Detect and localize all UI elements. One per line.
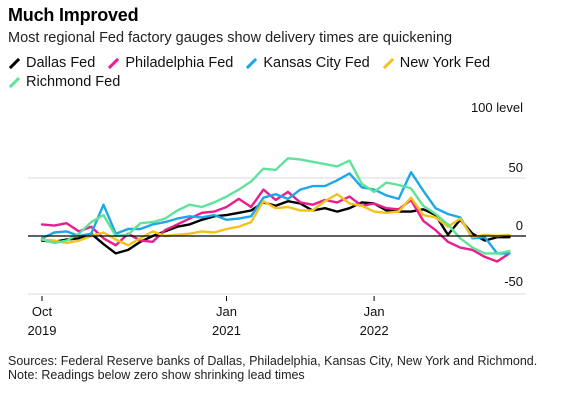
x-tick-label: 2019	[28, 323, 57, 338]
x-tick-label: Oct	[32, 304, 53, 319]
legend-item-dallas: Dallas Fed	[8, 54, 95, 73]
chart-title: Much Improved	[8, 5, 139, 25]
chart-subtitle: Most regional Fed factory gauges show de…	[8, 30, 453, 46]
footnote: Sources: Federal Reserve banks of Dallas…	[8, 354, 568, 382]
legend-label: Dallas Fed	[26, 55, 96, 71]
x-tick-label: Jan	[364, 304, 385, 319]
sources-text: Sources: Federal Reserve banks of Dallas…	[8, 354, 538, 368]
x-tick-label: 2022	[360, 323, 389, 338]
legend-label: Kansas City Fed	[263, 55, 370, 71]
x-tick-label: 2021	[212, 323, 241, 338]
legend-label: Philadelphia Fed	[125, 55, 234, 71]
legend-label: Richmond Fed	[26, 74, 121, 90]
legend-item-richmond: Richmond Fed	[8, 73, 120, 92]
legend-item-kansas_city: Kansas City Fed	[245, 54, 370, 73]
legend-item-philadelphia: Philadelphia Fed	[107, 54, 233, 73]
series-line-new_york	[40, 192, 511, 247]
x-tick-label: Jan	[216, 304, 237, 319]
legend-label: New York Fed	[399, 55, 491, 71]
y-tick-label: 50	[509, 160, 523, 175]
line-chart: 100 level 50 0 -50 Oct 2019 Jan 2021 Jan 2022	[28, 100, 526, 338]
legend-item-new_york: New York Fed	[382, 54, 490, 73]
legend: Dallas Fed Philadelphia Fed Kansas City Fe…	[8, 54, 568, 92]
note-text: Note: Readings below zero show shrinking…	[8, 368, 305, 382]
y-tick-label: -50	[504, 274, 523, 289]
series-line-dallas	[40, 199, 511, 255]
y-tick-label: 0	[516, 218, 523, 233]
series-line-kansas_city	[40, 170, 511, 255]
y-tick-label: 100 level	[471, 100, 523, 115]
